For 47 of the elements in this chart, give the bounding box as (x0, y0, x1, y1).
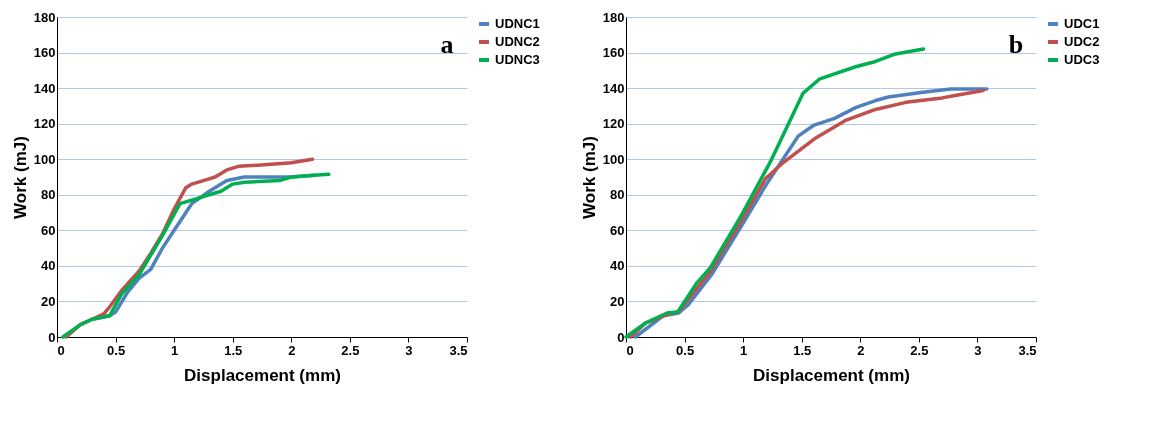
x-tick-label: 1 (171, 342, 179, 358)
legend-label: UDC2 (1064, 34, 1100, 49)
x-tick-label: 2 (288, 342, 296, 358)
y-axis-title: Work (mJ) (579, 136, 599, 219)
annotation: b (1008, 30, 1024, 59)
y-tick-label: 180 (33, 9, 56, 25)
legend-label: UDC3 (1064, 52, 1100, 67)
x-tick-label: 2.5 (341, 342, 360, 358)
legend-label: UDNC2 (495, 34, 540, 49)
x-tick-label: 0.5 (107, 342, 126, 358)
x-axis-title: Displacement (mm) (184, 365, 341, 385)
y-tick-label: 160 (33, 45, 56, 61)
y-axis-title: Work (mJ) (10, 136, 30, 219)
x-tick-label: 2 (857, 342, 865, 358)
x-tick-label: 1.5 (224, 342, 243, 358)
x-tick-label: 3.5 (1018, 342, 1037, 358)
legend-label: UDNC3 (495, 52, 540, 67)
y-tick-label: 40 (41, 258, 56, 274)
y-tick-label: 120 (33, 116, 56, 132)
y-tick-label: 20 (610, 293, 625, 309)
annotation: a (440, 30, 454, 59)
y-tick-label: 140 (33, 80, 56, 96)
x-tick-label: 3 (405, 342, 413, 358)
x-tick-label: 2.5 (910, 342, 929, 358)
y-tick-label: 80 (41, 187, 56, 203)
y-tick-label: 140 (602, 80, 625, 96)
x-tick-label: 1 (740, 342, 748, 358)
y-tick-label: 180 (602, 9, 625, 25)
x-tick-label: 1.5 (793, 342, 812, 358)
y-tick-label: 160 (602, 45, 625, 61)
y-tick-label: 0 (48, 329, 56, 345)
y-tick-label: 60 (610, 222, 625, 238)
x-tick-label: 3.5 (449, 342, 468, 358)
y-tick-label: 100 (33, 151, 56, 167)
y-tick-label: 80 (610, 187, 625, 203)
legend-label: UDC1 (1064, 16, 1100, 31)
y-tick-label: 40 (610, 258, 625, 274)
y-tick-label: 60 (41, 222, 56, 238)
y-tick-label: 100 (602, 151, 625, 167)
y-tick-label: 20 (41, 293, 56, 309)
legend-label: UDNC1 (495, 16, 540, 31)
y-tick-label: 120 (602, 116, 625, 132)
x-axis-title: Displacement (mm) (753, 365, 910, 385)
y-tick-label: 0 (617, 329, 625, 345)
line-series (624, 47, 926, 339)
x-tick-label: 0.5 (676, 342, 695, 358)
x-tick-label: 3 (974, 342, 982, 358)
